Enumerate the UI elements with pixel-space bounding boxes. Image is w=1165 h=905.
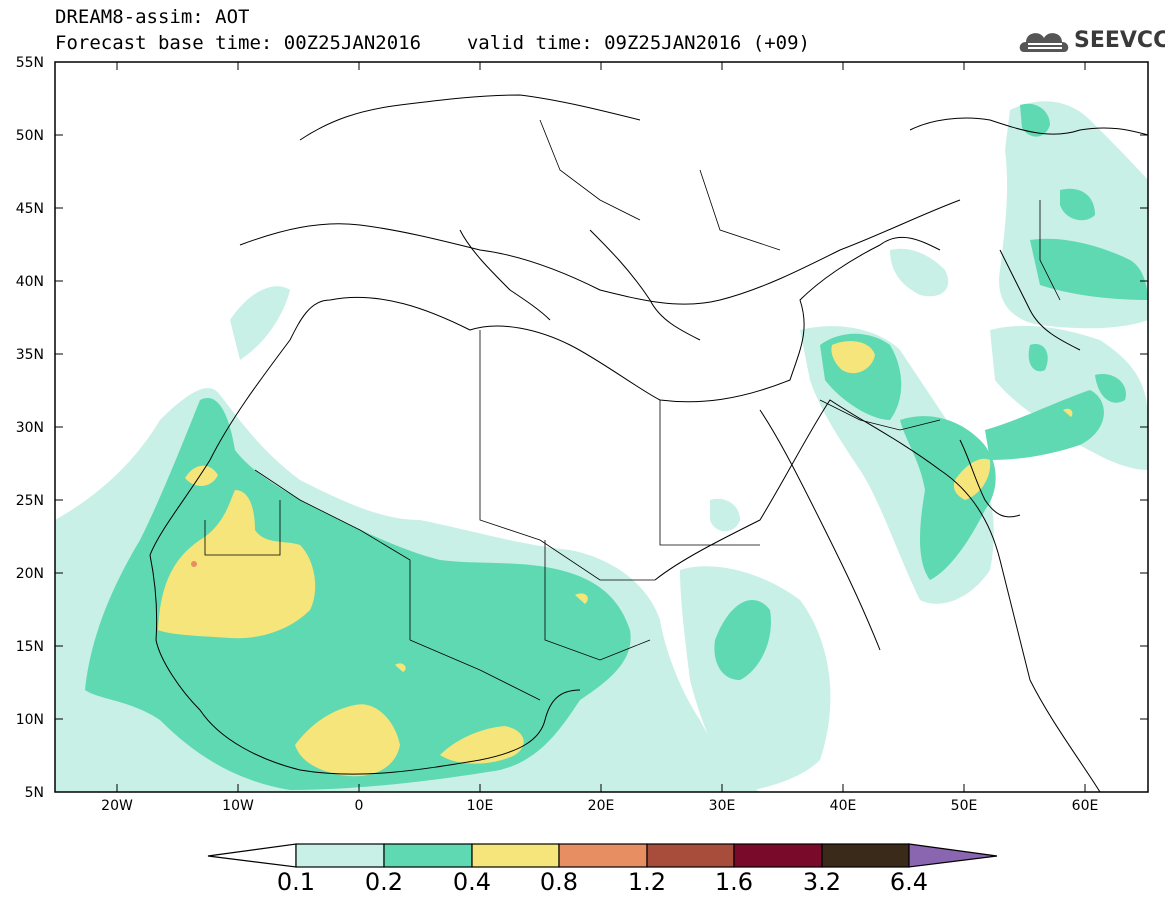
map-frame [54, 61, 1149, 793]
coastlines [149, 94, 1148, 792]
colorbar-bin-0-8 [558, 843, 648, 868]
lat-label: 20N [15, 566, 44, 582]
colorbar-label: 0.4 [452, 868, 492, 896]
lat-label: 30N [15, 420, 44, 436]
logo-text: SEEVCCC [1074, 28, 1165, 53]
time-info: Forecast base time: 00Z25JAN2016 valid t… [55, 33, 810, 54]
lat-label: 25N [15, 493, 44, 509]
lon-label: 10E [466, 798, 494, 814]
colorbar-over-arrow [908, 843, 998, 868]
colorbar-label: 0.8 [539, 868, 579, 896]
valid-time: valid time: 09Z25JAN2016 (+09) [466, 32, 810, 54]
lat-label: 55N [15, 55, 44, 71]
aot-level-0-4 [158, 341, 1073, 777]
colorbar-label: 1.2 [627, 868, 667, 896]
axis-ticks [55, 62, 1148, 792]
colorbar-label: 3.2 [802, 868, 842, 896]
colorbar-label: 1.6 [714, 868, 754, 896]
colorbar [207, 843, 998, 868]
lon-label: 20W [101, 798, 133, 814]
lon-label: 30E [708, 798, 736, 814]
colorbar-bin-0-1 [295, 843, 385, 868]
lat-label: 50N [15, 128, 44, 144]
colorbar-label: 0.1 [276, 868, 316, 896]
cloud-logo-icon [1019, 33, 1069, 52]
colorbar-bin-0-2 [383, 843, 473, 868]
map-title: DREAM8-assim: AOT [55, 6, 250, 28]
aot-level-0-8-spot [191, 561, 197, 567]
lon-label: 20E [587, 798, 615, 814]
lat-label: 40N [15, 274, 44, 290]
lon-label: 0 [354, 798, 364, 814]
lat-label: 45N [15, 201, 44, 217]
aot-level-0-2 [85, 103, 1148, 790]
colorbar-label: 0.2 [364, 868, 404, 896]
base-time: Forecast base time: 00Z25JAN2016 [55, 32, 422, 54]
lat-label: 5N [24, 785, 44, 801]
colorbar-under-arrow [207, 843, 297, 868]
political-borders [204, 119, 1061, 701]
lat-label: 15N [15, 639, 44, 655]
seevccc-logo: SEEVCCC [1018, 22, 1165, 58]
colorbar-bin-1-2 [646, 843, 735, 868]
lon-label: 10W [222, 798, 254, 814]
aot-contours [55, 101, 1148, 792]
colorbar-bin-0-4 [471, 843, 560, 868]
lat-label: 10N [15, 712, 44, 728]
lon-label: 40E [829, 798, 857, 814]
colorbar-label: 6.4 [889, 868, 929, 896]
lon-label: 50E [950, 798, 978, 814]
colorbar-bin-1-6 [733, 843, 823, 868]
colorbar-bin-3-2 [821, 843, 910, 868]
lat-label: 35N [15, 347, 44, 363]
lon-label: 60E [1071, 798, 1099, 814]
